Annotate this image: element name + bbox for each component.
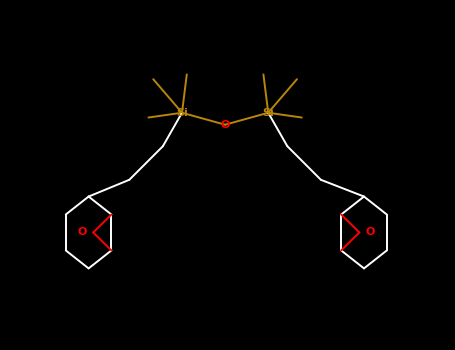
Text: Si: Si [176,108,188,118]
Text: O: O [365,228,374,237]
Text: O: O [220,120,230,130]
Text: O: O [78,228,87,237]
Text: Si: Si [263,108,274,118]
